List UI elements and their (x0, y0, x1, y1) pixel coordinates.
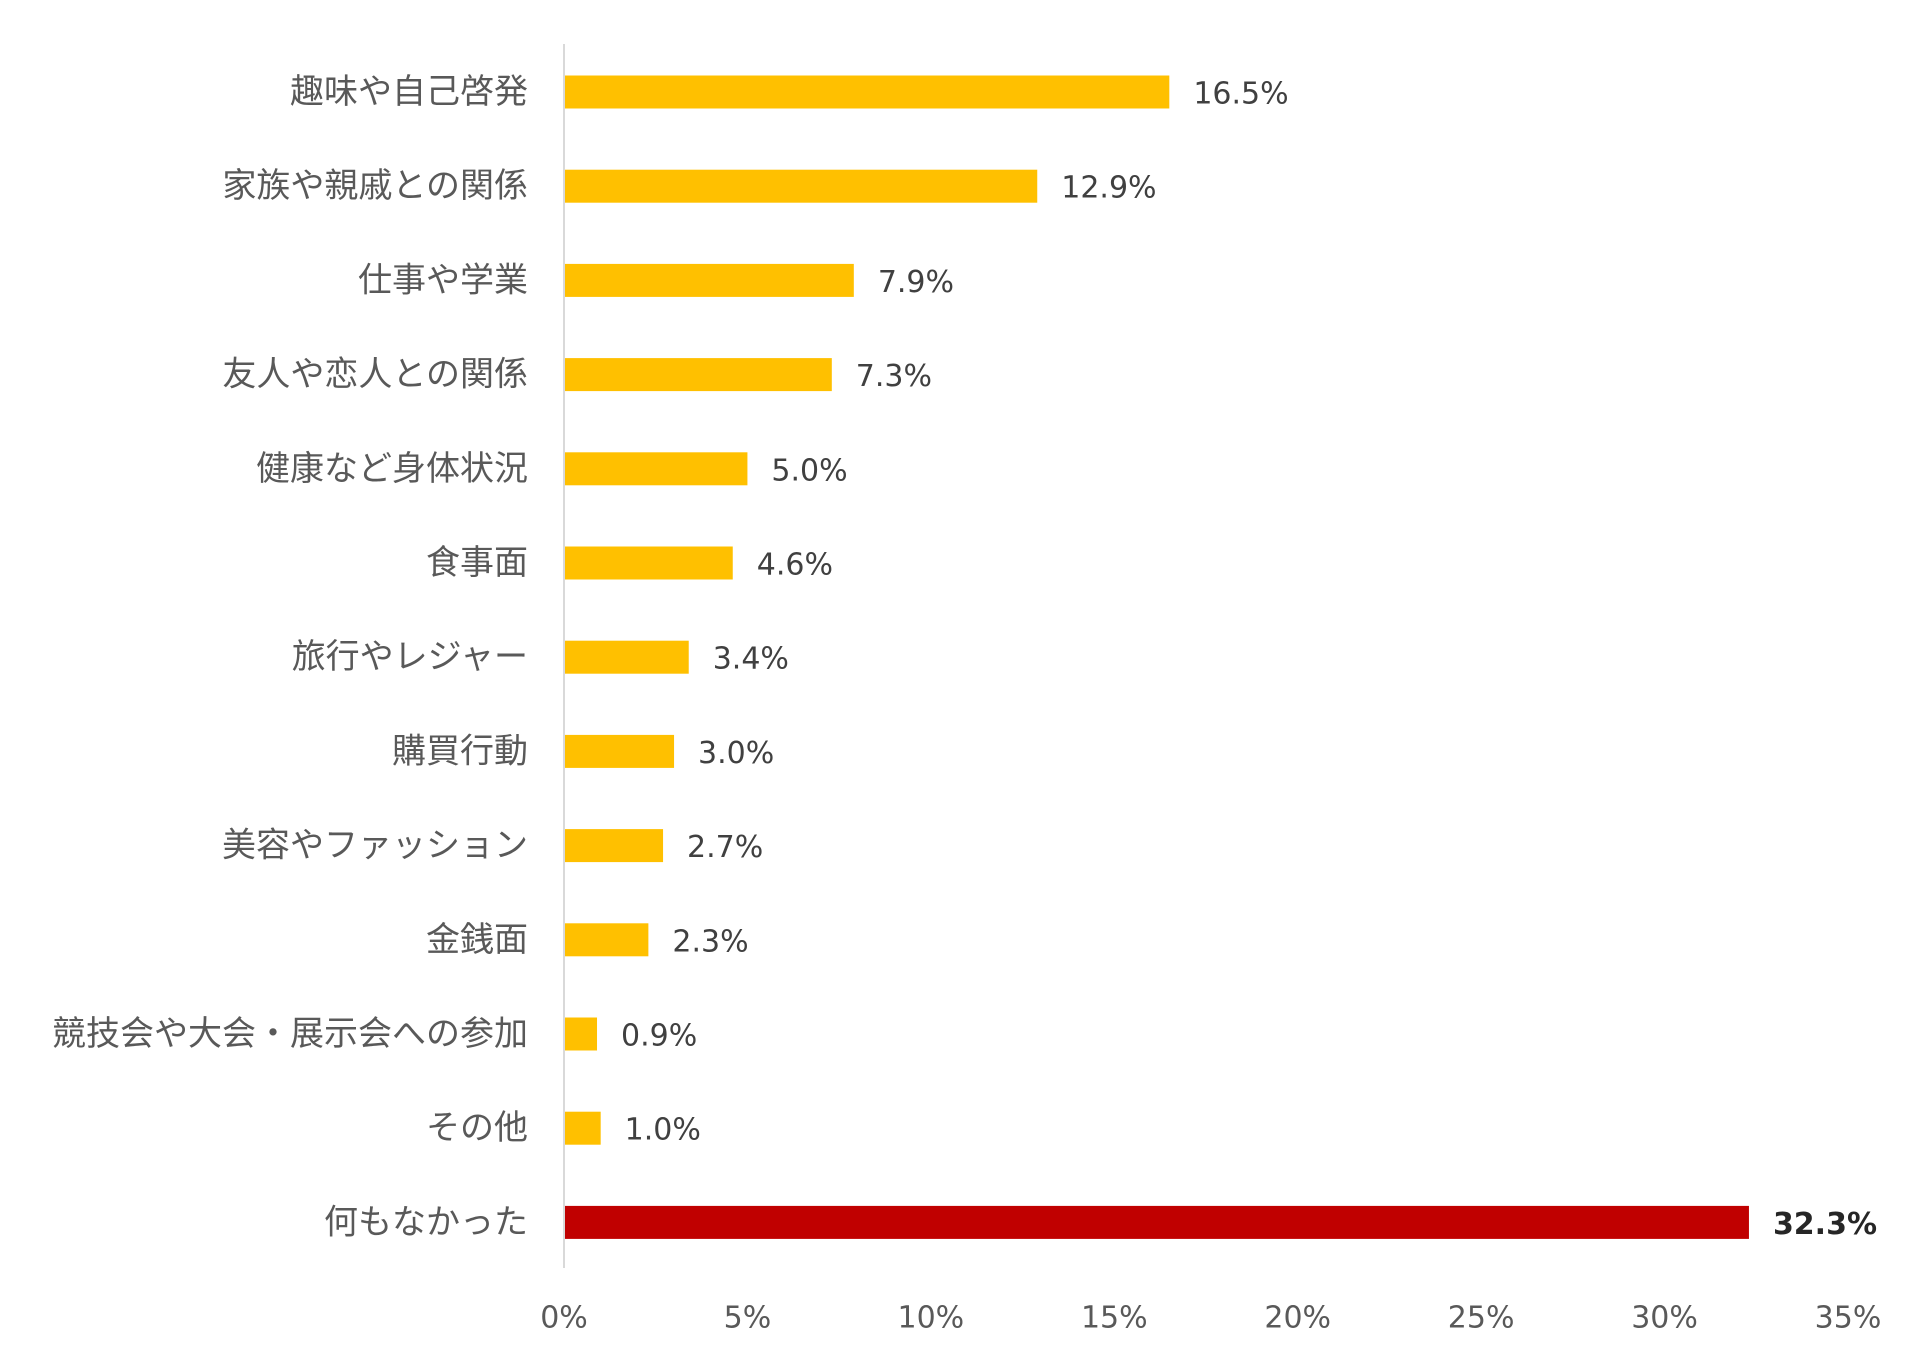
value-label: 3.0% (698, 736, 774, 771)
value-label: 1.0% (625, 1113, 701, 1148)
category-label: 美容やファッション (222, 826, 528, 866)
bar (565, 358, 832, 392)
x-tick-label: 15% (1081, 1301, 1148, 1336)
value-label: 5.0% (771, 453, 847, 488)
bar (565, 1111, 601, 1145)
bar (565, 169, 1038, 203)
bars-layer (565, 75, 1749, 1239)
bar (565, 263, 854, 297)
bar (565, 1017, 598, 1051)
x-tick-label: 20% (1264, 1301, 1331, 1336)
x-tick-label: 30% (1631, 1301, 1698, 1336)
bar (565, 1205, 1749, 1239)
x-tick-label: 0% (540, 1301, 588, 1336)
value-label: 2.3% (672, 924, 748, 959)
bar (565, 640, 689, 674)
value-label: 32.3% (1773, 1207, 1877, 1242)
bar (565, 75, 1170, 109)
bar (565, 546, 733, 580)
category-label: 購買行動 (392, 731, 528, 771)
category-label: 家族や親戚との関係 (222, 166, 528, 206)
value-label: 7.3% (856, 359, 932, 394)
value-label: 0.9% (621, 1019, 697, 1054)
value-label: 3.4% (713, 642, 789, 677)
bar (565, 829, 664, 863)
x-tick-label: 25% (1448, 1301, 1515, 1336)
x-tick-label: 10% (898, 1301, 965, 1336)
category-label: 何もなかった (324, 1202, 528, 1242)
value-label: 12.9% (1061, 171, 1156, 206)
category-label: 健康など身体状況 (256, 449, 528, 489)
category-label: 競技会や大会・展示会への参加 (52, 1014, 528, 1054)
category-label: 食事面 (426, 543, 528, 583)
category-label: 旅行やレジャー (292, 637, 528, 677)
bar (565, 734, 675, 768)
value-label: 4.6% (757, 548, 833, 583)
bar (565, 452, 748, 486)
value-label: 7.9% (878, 265, 954, 300)
category-label: 金銭面 (426, 920, 528, 960)
category-label: その他 (426, 1108, 528, 1148)
category-label: 趣味や自己啓発 (290, 72, 528, 112)
value-label: 2.7% (687, 830, 763, 865)
labels-layer: 趣味や自己啓発 16.5% 家族や親戚との関係 12.9% 仕事や学業 7.9% 友人や恋人… (52, 72, 1881, 1336)
bar (565, 923, 649, 957)
x-tick-label: 35% (1815, 1301, 1882, 1336)
category-label: 仕事や学業 (358, 260, 528, 300)
x-tick-label: 5% (724, 1301, 772, 1336)
category-label: 友人や恋人との関係 (222, 355, 528, 395)
value-label: 16.5% (1193, 77, 1288, 112)
